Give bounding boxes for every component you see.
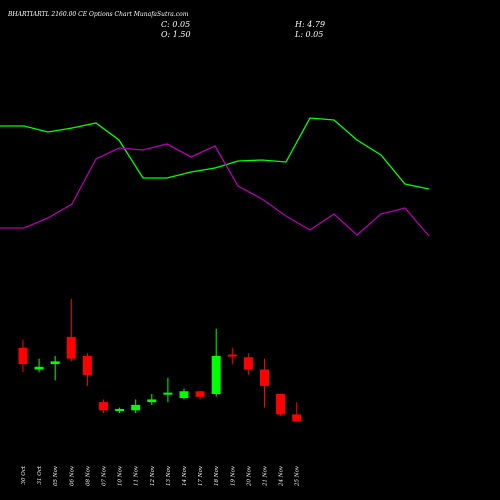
x-tick-label: 24 Nov — [279, 465, 285, 487]
candle-body-down — [243, 357, 253, 370]
x-tick-label: 21 Nov — [263, 465, 269, 487]
x-tick-label: 19 Nov — [230, 465, 236, 486]
close-value: C: 0.05 — [161, 20, 190, 29]
candle-body-up — [163, 392, 173, 395]
candle-body-up — [34, 366, 44, 370]
x-tick-label: 14 Nov — [182, 465, 188, 486]
x-tick-label: 06 Nov — [69, 465, 75, 486]
x-tick-label: 08 Nov — [85, 465, 91, 486]
candle-body-down — [82, 355, 92, 375]
x-tick-label: 17 Nov — [198, 465, 204, 486]
candle-body-down — [195, 391, 205, 397]
candle-body-down — [18, 347, 28, 365]
x-tick-label: 25 Nov — [295, 465, 301, 487]
x-tick-label: 05 Nov — [53, 465, 59, 486]
x-tick-label: 12 Nov — [150, 465, 156, 486]
candle-body-down — [292, 414, 302, 422]
x-tick-label: 10 Nov — [118, 465, 124, 486]
candle-body-up — [115, 408, 125, 411]
x-tick-label: 31 Oct — [37, 465, 43, 484]
green-indicator-line — [0, 117, 430, 190]
candle-body-down — [99, 402, 108, 411]
candle-body-down — [276, 394, 286, 415]
magenta-indicator-line — [0, 143, 430, 237]
x-tick-label: 13 Nov — [166, 465, 172, 486]
x-axis-tick-labels: 30 Oct 31 Oct 05 Nov 06 Nov 08 Nov 07 Nov 10 N… — [21, 465, 301, 487]
indicator-lines — [0, 117, 430, 237]
candle-body-up — [179, 391, 189, 399]
open-value: O: 1.50 — [161, 30, 191, 39]
x-tick-label: 20 Nov — [246, 465, 252, 487]
candle-body-up — [211, 355, 221, 394]
high-value: H: 4.79 — [294, 20, 325, 29]
x-tick-label: 11 Nov — [134, 465, 140, 486]
chart-title: BHARTIARTL 2160.00 CE Options Chart Muna… — [7, 11, 189, 18]
candle-body-up — [131, 404, 141, 411]
x-tick-label: 18 Nov — [214, 465, 220, 486]
x-tick-label: 30 Oct — [21, 465, 27, 484]
candle-body-down — [260, 369, 269, 386]
candle-body-up — [147, 399, 157, 403]
x-tick-label: 07 Nov — [102, 465, 108, 486]
candle-body-down — [66, 336, 76, 359]
candle-body-up — [50, 361, 60, 365]
candlesticks — [18, 298, 302, 422]
candle-body-down — [227, 354, 237, 357]
low-value: L: 0.05 — [294, 30, 323, 39]
